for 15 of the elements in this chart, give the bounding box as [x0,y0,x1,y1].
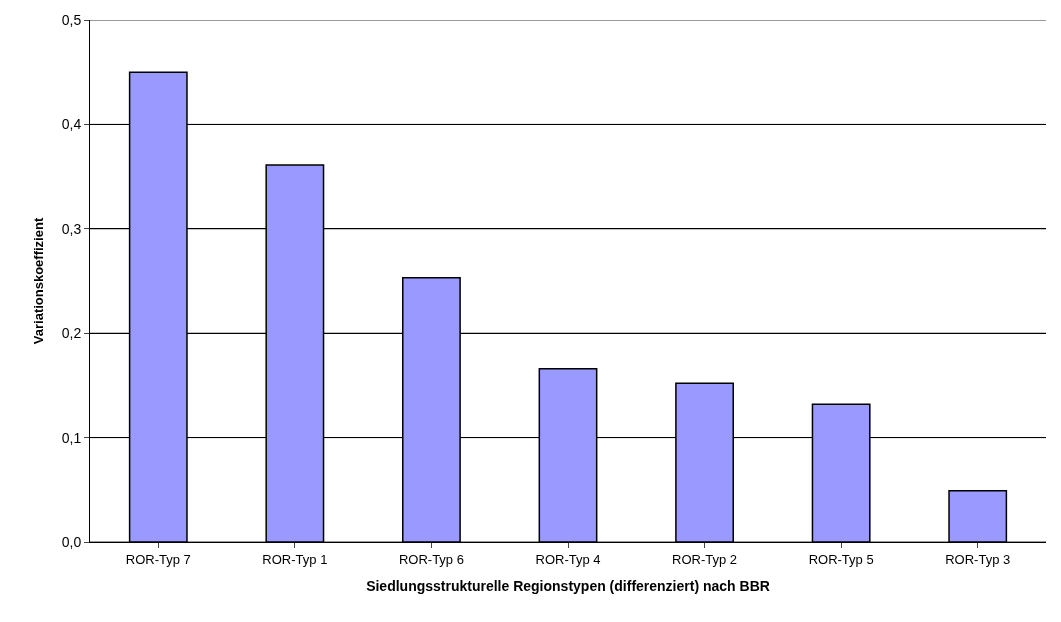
x-tick-label: ROR-Typ 5 [808,551,874,567]
x-tick-label: ROR-Typ 3 [945,551,1011,567]
y-tick-label: 0,2 [61,325,82,342]
x-tick-label: ROR-Typ 7 [125,551,191,567]
x-tick-label: ROR-Typ 1 [262,551,328,567]
x-axis-title: Siedlungsstrukturelle Regionstypen (differenziert) nach BBR [366,577,770,594]
y-tick-label: 0,1 [61,429,82,446]
x-tick-label: ROR-Typ 2 [672,551,738,567]
x-tick-label: ROR-Typ 4 [535,551,601,567]
y-axis-title: Variationskoeffizient [30,217,46,345]
y-tick-label: 0,0 [61,533,82,550]
y-tick-label: 0,3 [61,220,82,237]
y-tick-label: 0,4 [61,116,82,133]
y-tick-label: 0,5 [61,11,82,28]
x-tick-label: ROR-Typ 6 [398,551,464,567]
